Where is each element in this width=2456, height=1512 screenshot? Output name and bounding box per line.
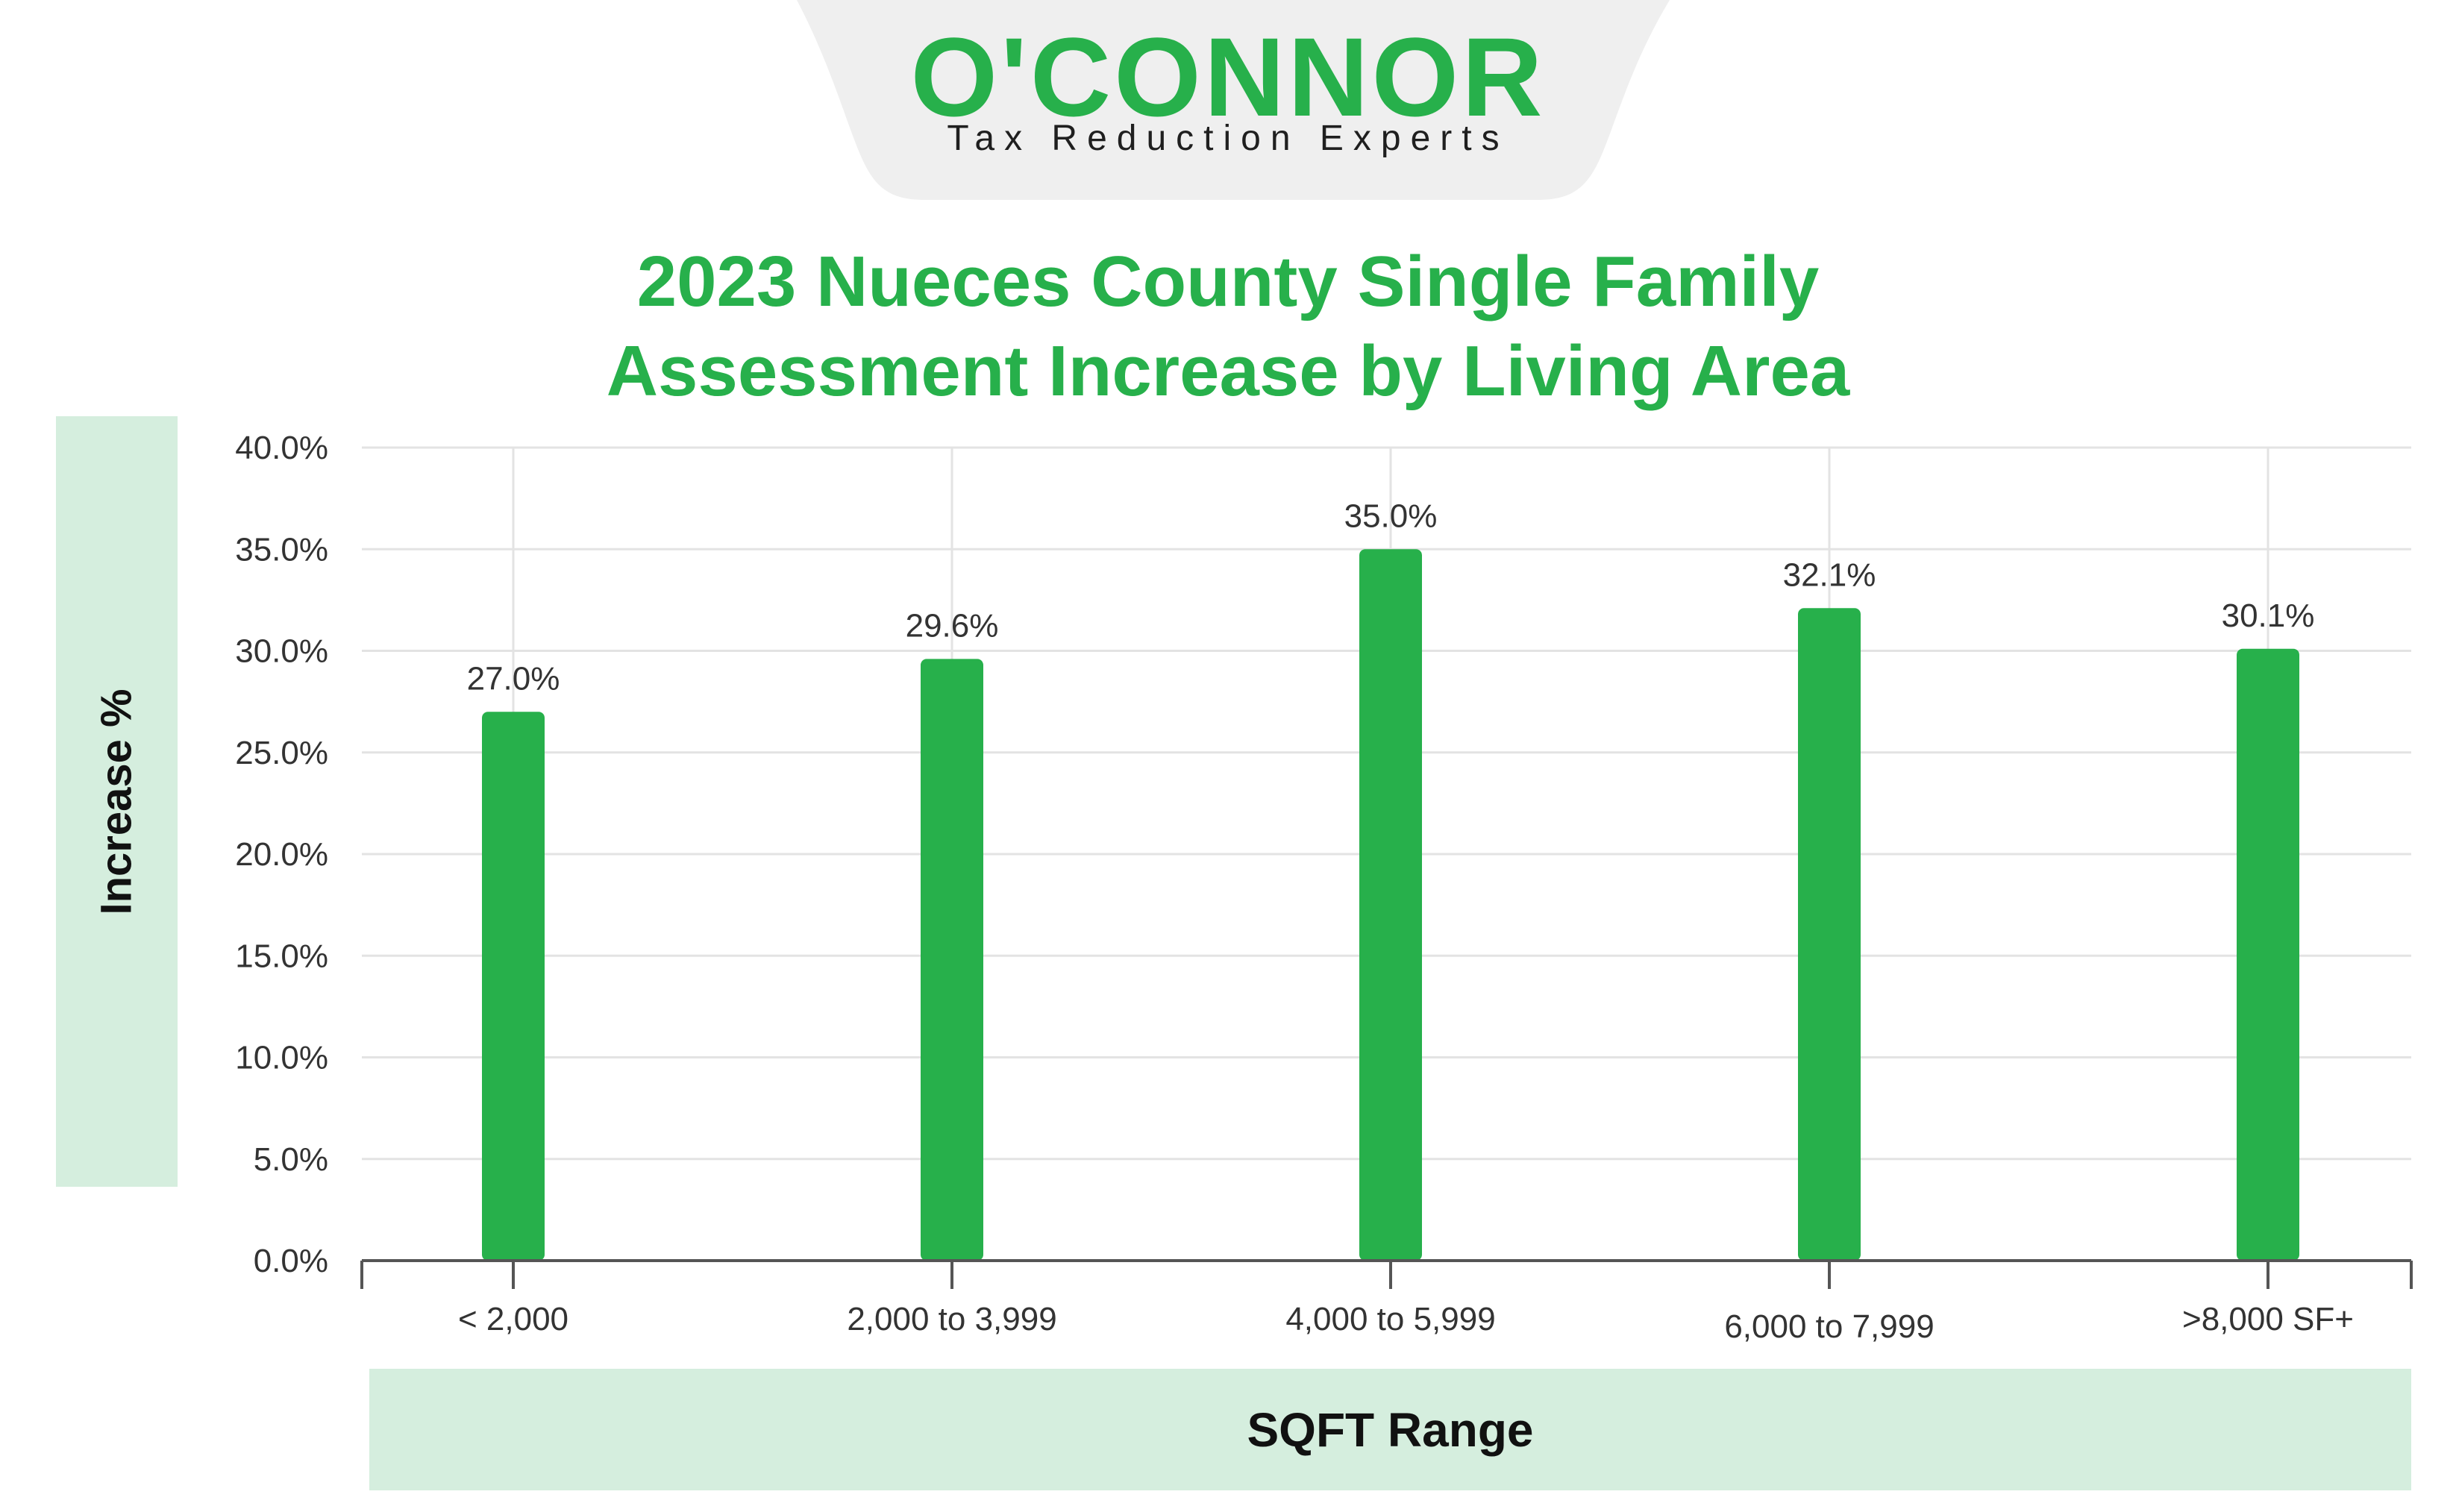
y-tick-label: 25.0% (235, 735, 328, 771)
bar (921, 659, 983, 1261)
data-label: 29.6% (906, 607, 999, 644)
x-tick-label: 2,000 to 3,999 (847, 1301, 1056, 1337)
x-axis-label-box: SQFT Range (369, 1369, 2411, 1490)
logo-tab-shape (797, 0, 1670, 200)
y-tick-label: 5.0% (254, 1141, 328, 1178)
y-tick-label: 30.0% (235, 633, 328, 670)
data-label: 35.0% (1344, 498, 1438, 534)
chart-title: 2023 Nueces County Single Family Assessm… (0, 237, 2456, 416)
bar (482, 712, 545, 1261)
data-label: 32.1% (1783, 556, 1876, 593)
y-tick-label: 10.0% (235, 1040, 328, 1076)
x-tick-label: 4,000 to 5,999 (1285, 1301, 1495, 1337)
bars (482, 549, 2299, 1261)
brand-logo-name: O'CONNOR (910, 14, 1546, 139)
y-tick-label: 15.0% (235, 938, 328, 974)
x-axis-label: SQFT Range (1247, 1402, 1534, 1457)
chart-title-line-2: Assessment Increase by Living Area (606, 331, 1850, 411)
brand-tagline: Tax Reduction Experts (947, 119, 1509, 158)
logo-tab-background (797, 0, 1670, 200)
bar (1798, 608, 1861, 1261)
x-tick-label: 6,000 to 7,999 (1724, 1308, 1934, 1345)
axes (360, 1259, 2413, 1289)
labels: 0.0% 5.0% 10.0% 15.0% 20.0% 25.0% 30.0% 35.0% 40… (235, 430, 2354, 1345)
bar (2237, 648, 2299, 1261)
y-tick-label: 40.0% (235, 430, 328, 466)
y-tick-label: 35.0% (235, 531, 328, 568)
chart-title-line-1: 2023 Nueces County Single Family (636, 242, 1820, 321)
data-label: 30.1% (2222, 597, 2315, 634)
data-label: 27.0% (467, 660, 560, 697)
x-tick-label: < 2,000 (458, 1301, 568, 1337)
y-axis-label-box (56, 416, 178, 1187)
y-tick-label: 0.0% (254, 1243, 328, 1279)
bar (1359, 549, 1422, 1261)
y-tick-label: 20.0% (235, 836, 328, 873)
x-tick-label: >8,000 SF+ (2182, 1301, 2354, 1337)
